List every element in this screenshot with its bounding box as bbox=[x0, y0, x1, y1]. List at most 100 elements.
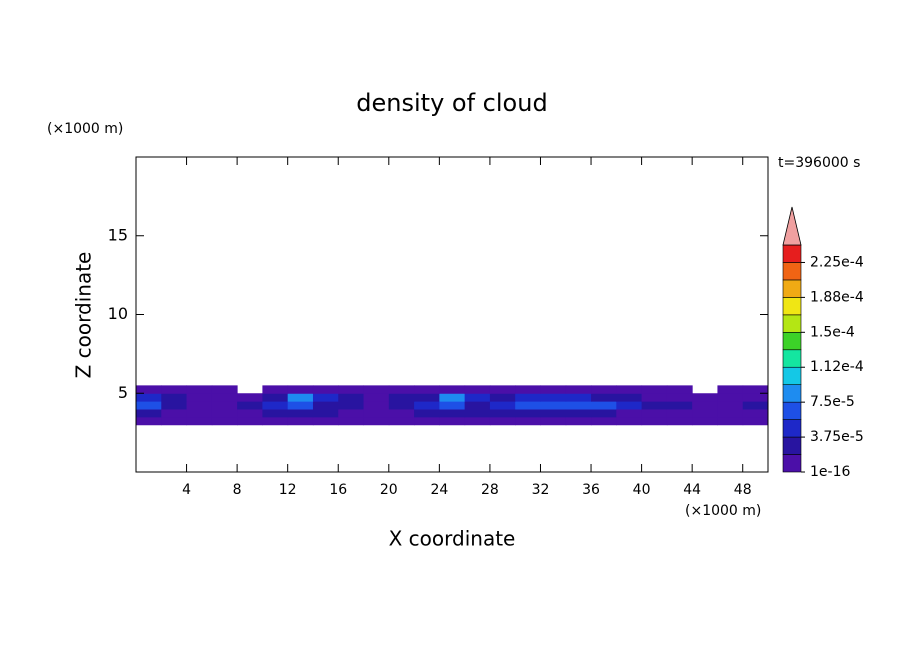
contour-cell bbox=[616, 393, 643, 402]
contour-cell bbox=[237, 416, 263, 426]
x-tick-label: 48 bbox=[734, 482, 752, 498]
contour-cell bbox=[312, 409, 339, 418]
colorbar-band bbox=[782, 349, 802, 368]
contour-cell bbox=[186, 401, 213, 410]
contour-cell bbox=[363, 416, 390, 426]
contour-cell bbox=[262, 385, 289, 394]
contour-cell bbox=[136, 401, 162, 410]
x-tick-label: 16 bbox=[329, 482, 347, 498]
contour-cell bbox=[439, 393, 466, 402]
contour-cell bbox=[591, 393, 617, 402]
contour-cell bbox=[338, 385, 365, 394]
contour-cell bbox=[591, 416, 617, 426]
contour-cell bbox=[666, 385, 693, 394]
contour-cell bbox=[666, 416, 693, 426]
contour-cell bbox=[388, 393, 415, 402]
contour-cell bbox=[237, 409, 263, 418]
contour-cell bbox=[464, 385, 491, 394]
contour-cell bbox=[666, 409, 693, 418]
contour-cell bbox=[338, 393, 365, 402]
contour-cell bbox=[338, 401, 365, 410]
contour-cell bbox=[338, 409, 365, 418]
contour-cell bbox=[489, 416, 516, 426]
contour-cell bbox=[414, 385, 440, 394]
contour-cell bbox=[186, 393, 213, 402]
contour-cell bbox=[439, 401, 466, 410]
contour-cell bbox=[742, 393, 769, 402]
contour-cell bbox=[414, 409, 440, 418]
contour-cell bbox=[742, 416, 769, 426]
contour-cell bbox=[515, 385, 541, 394]
contour-cell bbox=[717, 401, 744, 410]
x-axis-label: X coordinate bbox=[389, 527, 516, 551]
colorbar-band bbox=[782, 262, 802, 281]
contour-cell bbox=[338, 416, 365, 426]
colorbar-band bbox=[782, 436, 802, 455]
contour-cell bbox=[565, 401, 592, 410]
contour-cell bbox=[489, 385, 516, 394]
contour-cell bbox=[641, 409, 668, 418]
contour-cell bbox=[186, 385, 213, 394]
contour-cell bbox=[211, 393, 238, 402]
contour-cell bbox=[439, 409, 466, 418]
contour-cell bbox=[591, 409, 617, 418]
contour-cell bbox=[262, 409, 289, 418]
contour-cell bbox=[312, 385, 339, 394]
contour-cell bbox=[237, 393, 263, 402]
contour-cell bbox=[312, 416, 339, 426]
x-tick-label: 40 bbox=[633, 482, 651, 498]
x-tick-label: 32 bbox=[532, 482, 550, 498]
contour-cell bbox=[136, 416, 162, 426]
contour-cell bbox=[388, 409, 415, 418]
colorbar-overflow bbox=[782, 206, 802, 246]
x-tick-label: 36 bbox=[582, 482, 600, 498]
contour-cell bbox=[641, 416, 668, 426]
contour-cell bbox=[540, 385, 567, 394]
time-label: t=396000 s bbox=[778, 155, 860, 171]
colorbar-band bbox=[782, 279, 802, 298]
x-tick-label: 28 bbox=[481, 482, 499, 498]
colorbar-tick-label: 1.5e-4 bbox=[810, 324, 855, 340]
contour-cell bbox=[565, 393, 592, 402]
contour-cell bbox=[161, 401, 188, 410]
y-unit: (×1000 m) bbox=[47, 121, 123, 137]
contour-cell bbox=[136, 409, 162, 418]
x-tick-label: 24 bbox=[430, 482, 448, 498]
contour-cell bbox=[464, 409, 491, 418]
contour-cell bbox=[641, 393, 668, 402]
contour-cell bbox=[414, 416, 440, 426]
contour-cell bbox=[616, 416, 643, 426]
colorbar-tick-label: 1e-16 bbox=[810, 464, 850, 480]
x-tick-label: 44 bbox=[683, 482, 701, 498]
colorbar-band bbox=[782, 314, 802, 333]
contour-cell bbox=[717, 393, 744, 402]
contour-cell bbox=[616, 385, 643, 394]
contour-cell bbox=[161, 385, 188, 394]
x-tick-label: 8 bbox=[233, 482, 242, 498]
x-unit: (×1000 m) bbox=[685, 503, 761, 519]
contour-cell bbox=[591, 401, 617, 410]
contour-cell bbox=[262, 393, 289, 402]
colorbar-tick-label: 2.25e-4 bbox=[810, 254, 864, 270]
contour-cell bbox=[692, 393, 718, 402]
contour-cell bbox=[540, 409, 567, 418]
contour-cell bbox=[287, 416, 314, 426]
y-tick-label: 5 bbox=[118, 383, 128, 402]
colorbar-band bbox=[782, 384, 802, 403]
contour-cell bbox=[287, 385, 314, 394]
contour-cell bbox=[742, 385, 769, 394]
x-tick-label: 4 bbox=[182, 482, 191, 498]
contour-cell bbox=[388, 416, 415, 426]
colorbar-tick-label: 3.75e-5 bbox=[810, 429, 864, 445]
contour-cell bbox=[211, 416, 238, 426]
contour-cell bbox=[363, 393, 390, 402]
contour-cell bbox=[515, 409, 541, 418]
colorbar-band bbox=[782, 297, 802, 316]
contour-cell bbox=[414, 393, 440, 402]
colorbar-band bbox=[782, 454, 802, 473]
x-tick-label: 12 bbox=[279, 482, 297, 498]
contour-cell bbox=[363, 385, 390, 394]
contour-cell bbox=[565, 385, 592, 394]
contour-cell bbox=[161, 409, 188, 418]
